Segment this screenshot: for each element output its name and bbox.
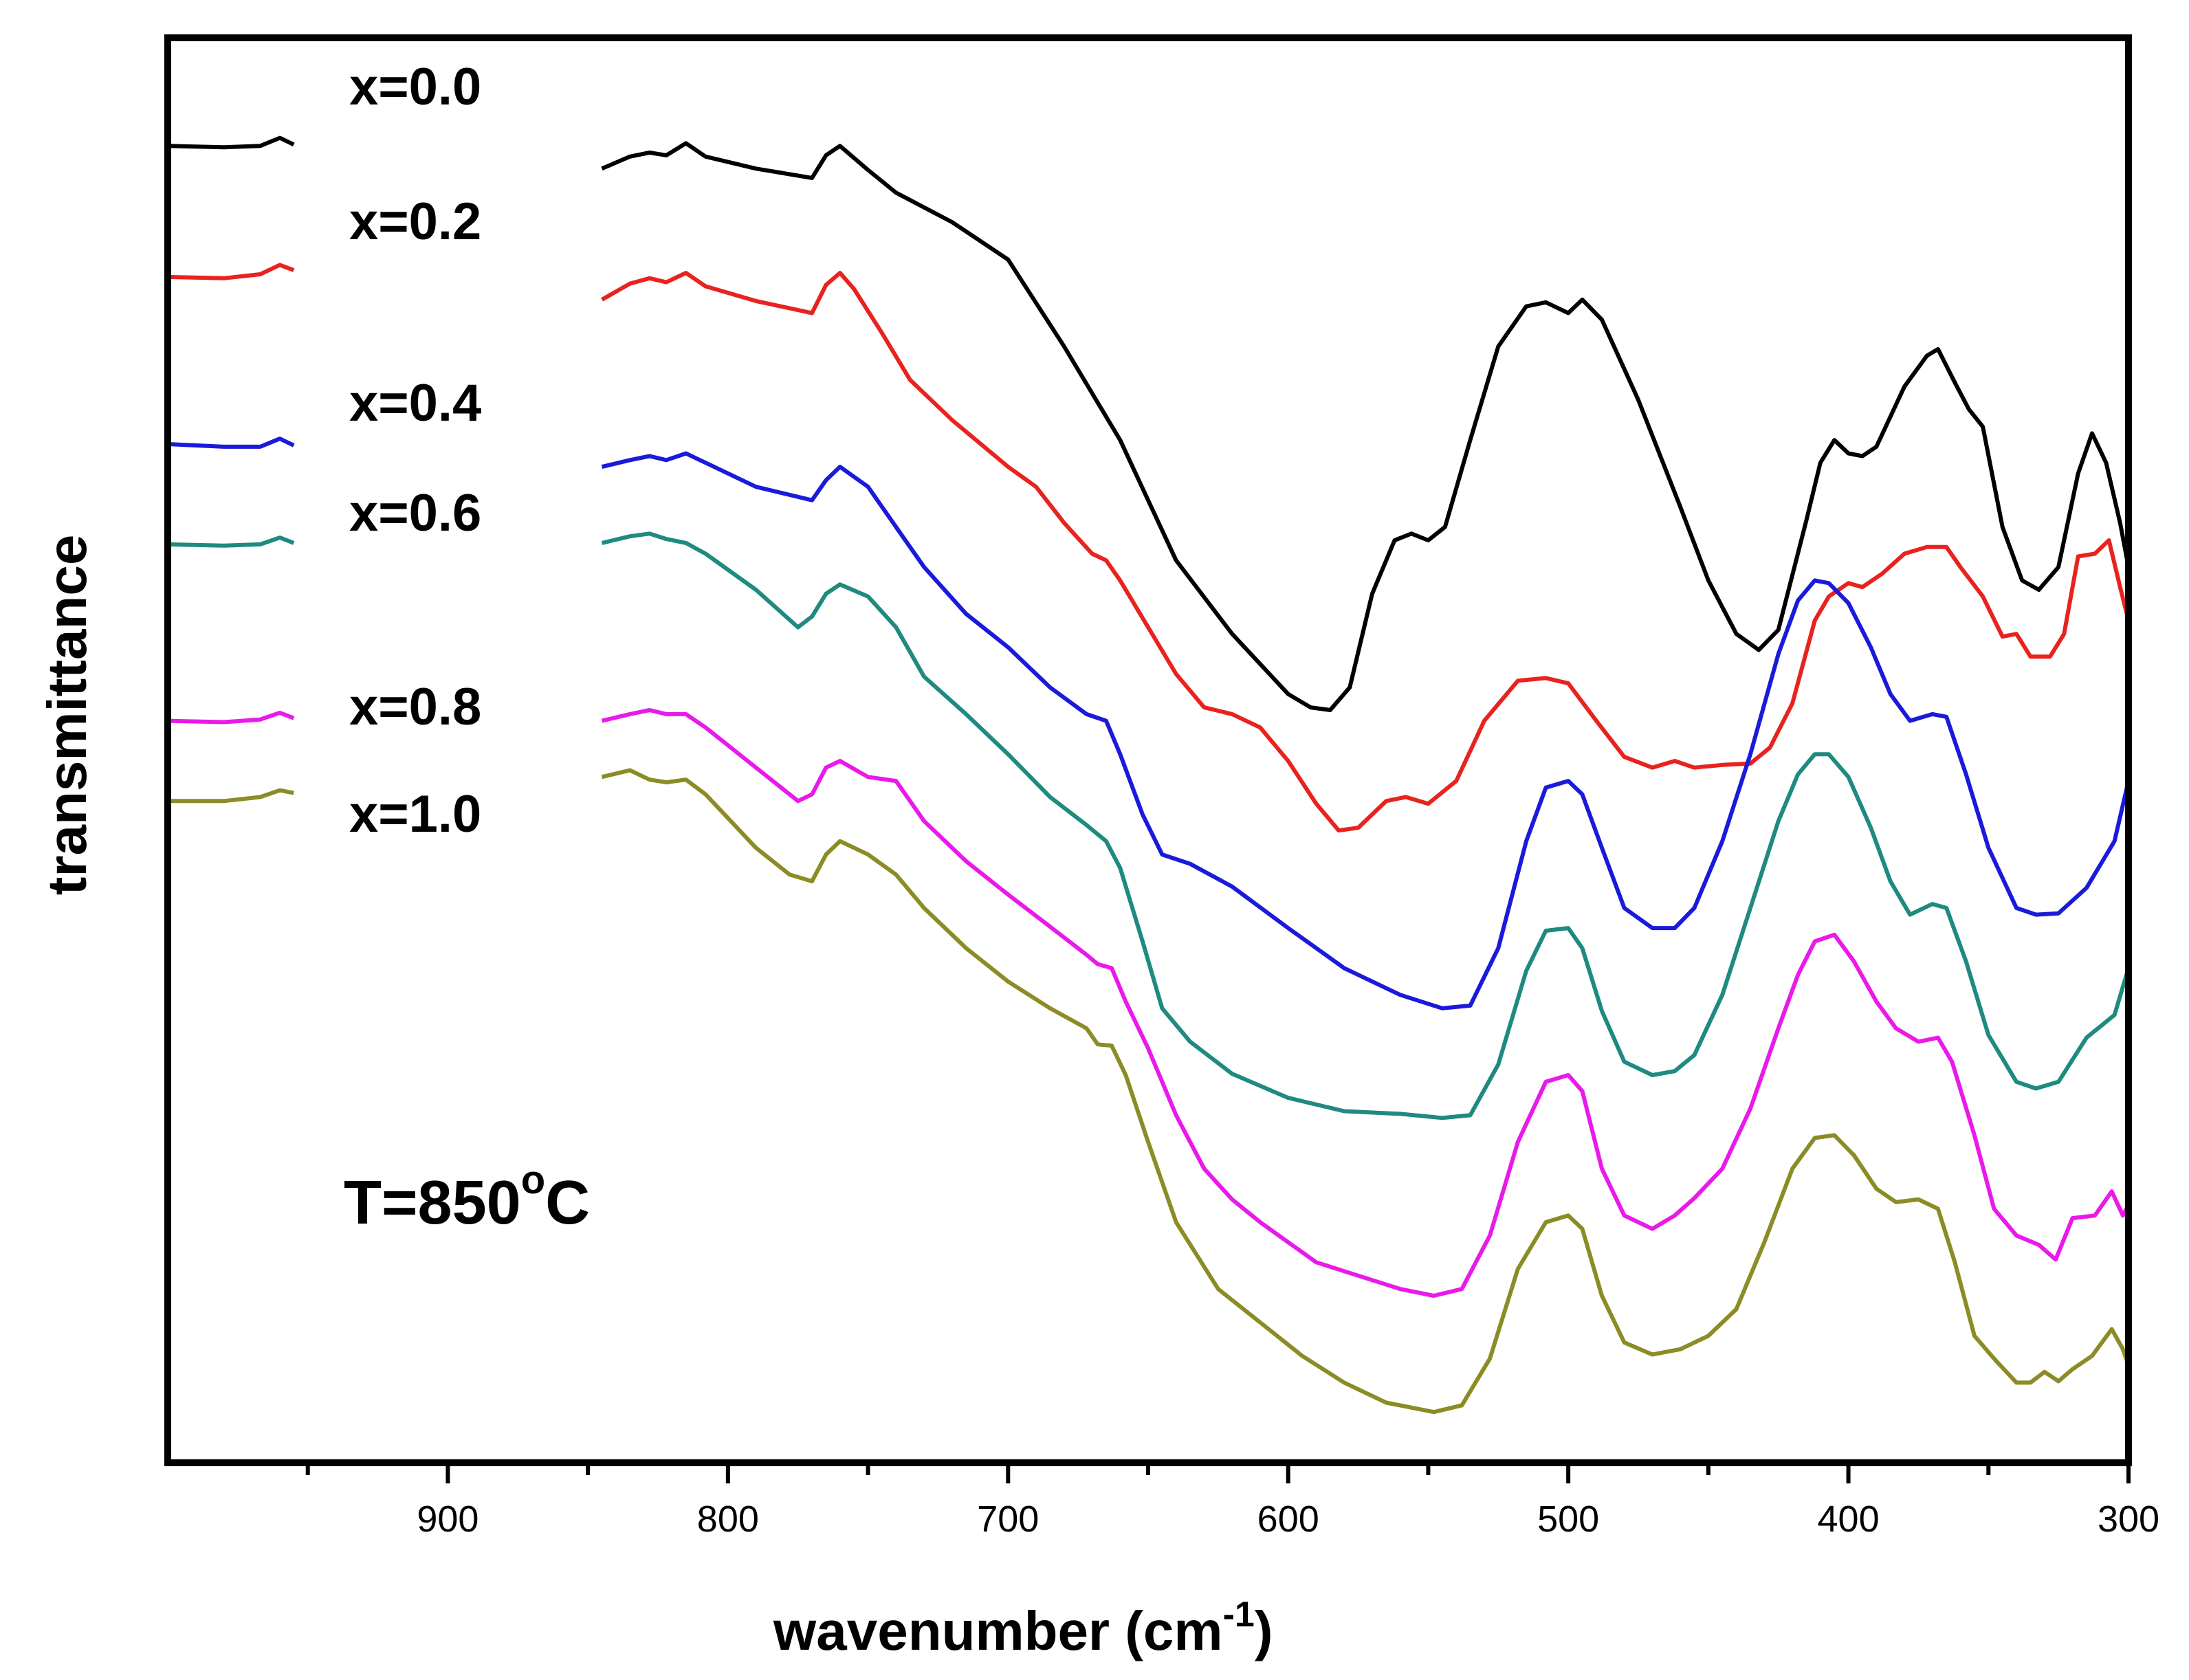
legend-label-1: x=0.2	[349, 192, 481, 251]
x-axis-ticks	[305, 1463, 2131, 1483]
legend-label-0: x=0.0	[349, 58, 481, 116]
x-tick-label-400: 400	[1818, 1499, 1880, 1540]
x-axis-title-main: wavenumber (cm	[773, 1600, 1223, 1661]
x-axis-title-suffix: )	[1255, 1600, 1273, 1661]
legend-label-3: x=0.6	[349, 484, 481, 542]
x-axis-tick-labels: 900 800 700 600 500 400 300	[417, 1499, 2159, 1540]
y-axis-title: transmittance	[36, 535, 98, 896]
series-line-legend-1	[167, 263, 295, 280]
x-tick-label-500: 500	[1537, 1499, 1599, 1540]
x-tick-label-700: 700	[977, 1499, 1039, 1540]
series-line-0	[601, 141, 2131, 712]
legend-label-2: x=0.4	[349, 374, 481, 432]
series-line-legend-0	[167, 135, 295, 150]
series-line-legend-2	[167, 436, 295, 449]
series-layer	[601, 141, 2131, 1415]
legend-label-4: x=0.8	[349, 678, 481, 736]
annotation-superscript: o	[521, 1158, 545, 1202]
x-axis-title-superscript: -1	[1223, 1595, 1255, 1635]
annotation-suffix: C	[545, 1169, 590, 1237]
legend-lines	[167, 135, 295, 804]
x-tick-label-600: 600	[1257, 1499, 1319, 1540]
legend: x=0.0 x=0.2 x=0.4 x=0.6 x=0.8 x=1.0	[349, 58, 481, 843]
series-line-4	[601, 708, 2131, 1298]
plot-frame	[164, 34, 2132, 1466]
legend-label-5: x=1.0	[349, 785, 481, 843]
x-tick-label-300: 300	[2098, 1499, 2159, 1540]
series-line-legend-3	[167, 535, 295, 548]
x-tick-label-800: 800	[697, 1499, 759, 1540]
series-line-legend-4	[167, 710, 295, 725]
series-line-2	[601, 451, 2131, 1010]
series-line-3	[601, 531, 2131, 1120]
series-line-5	[601, 768, 2131, 1415]
x-axis-title: wavenumber (cm-1)	[773, 1595, 1273, 1661]
series-line-1	[601, 271, 2131, 833]
annotation-main: T=850	[344, 1169, 521, 1237]
temperature-annotation: T=850oC	[344, 1158, 590, 1237]
series-line-legend-5	[168, 788, 294, 804]
x-tick-label-900: 900	[417, 1499, 478, 1540]
